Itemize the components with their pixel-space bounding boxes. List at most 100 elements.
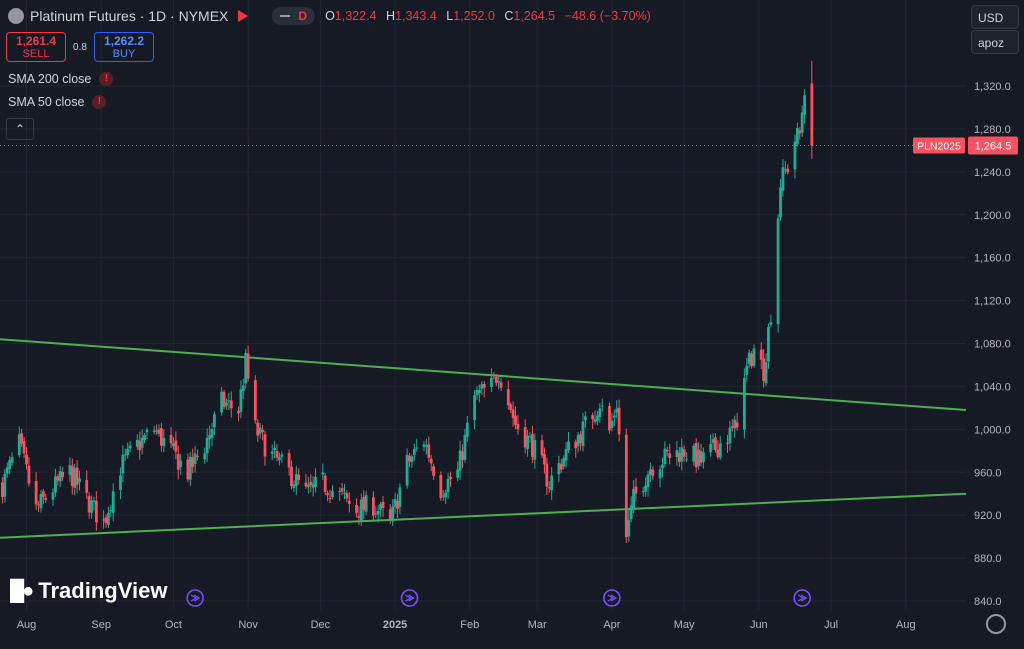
- collapse-legend-button[interactable]: ⌃: [6, 118, 34, 140]
- event-marker: [400, 589, 419, 607]
- price-tick-label: 880.0: [974, 553, 1002, 565]
- candle-body: [391, 506, 395, 522]
- visibility-icon: [280, 15, 291, 17]
- candle-body: [191, 457, 195, 468]
- candle-body: [326, 493, 330, 496]
- candle-body: [188, 456, 192, 480]
- price-tick-label: 920.0: [974, 510, 1002, 522]
- price-axis[interactable]: 840.0 880.0 920.0 960.0 1,000.0 1,040.0 1,080.…: [966, 0, 1024, 649]
- candle-body: [155, 430, 158, 432]
- candle-body: [574, 441, 578, 449]
- candle-body: [379, 503, 383, 510]
- currency-select[interactable]: USD: [971, 5, 1019, 29]
- candle-body: [364, 495, 368, 512]
- candle-body: [627, 519, 631, 537]
- indicator-sma50[interactable]: SMA 50 close!: [8, 95, 107, 109]
- candle-body: [273, 447, 277, 451]
- candle-body: [733, 419, 737, 429]
- trendline: [0, 492, 967, 539]
- candle-body: [102, 519, 105, 521]
- candle-body: [176, 454, 180, 470]
- candle-body: [17, 434, 21, 456]
- candle-body: [593, 419, 597, 422]
- price-change: −48.6 (−3.70%): [564, 9, 651, 23]
- candle-body: [347, 500, 351, 504]
- candle-body: [543, 454, 546, 465]
- flag-icon[interactable]: [238, 10, 249, 22]
- trendline: [0, 338, 967, 412]
- candle-body: [229, 400, 233, 409]
- candle-body: [422, 444, 426, 447]
- candle-body: [583, 416, 587, 421]
- candle-body: [776, 218, 780, 325]
- time-tick-label: 2025: [383, 619, 407, 631]
- symbol-title[interactable]: Platinum Futures · 1D · NYMEX: [30, 8, 229, 24]
- candle-body: [22, 441, 26, 454]
- candle-body: [239, 389, 243, 412]
- candle-body: [290, 466, 293, 487]
- candle-body: [728, 427, 732, 444]
- candle-body: [494, 376, 498, 383]
- candle-body: [186, 459, 190, 480]
- candle-body: [473, 395, 476, 420]
- indicator-sma200[interactable]: SMA 200 close!: [8, 72, 114, 86]
- trendlines[interactable]: [0, 338, 967, 539]
- buy-button[interactable]: 1,262.2 BUY: [94, 32, 154, 62]
- warning-icon[interactable]: !: [92, 95, 107, 109]
- sell-button[interactable]: 1,261.4 SELL: [6, 32, 66, 62]
- candle-body: [94, 500, 98, 523]
- time-tick-label: Oct: [165, 619, 182, 631]
- current-price-line: PLN2025 1,264.5: [0, 136, 1018, 155]
- warning-icon[interactable]: !: [99, 72, 114, 86]
- candle-body: [162, 437, 166, 447]
- candle-body: [624, 434, 628, 538]
- candle-body: [545, 463, 549, 487]
- candle-body: [143, 435, 146, 441]
- candle-body: [328, 498, 332, 500]
- candle-body: [547, 487, 551, 489]
- price-tick-label: 1,080.0: [974, 339, 1011, 351]
- candle-body: [463, 434, 467, 460]
- candle-body: [314, 476, 317, 487]
- candle-body: [533, 440, 537, 460]
- candle-body: [663, 448, 667, 465]
- forward-arrow-icon: [405, 594, 415, 602]
- candle-body: [530, 434, 534, 457]
- candle-body: [222, 392, 226, 408]
- candle-body: [449, 476, 452, 480]
- price-tick-label: 1,280.0: [974, 124, 1011, 136]
- candle-body: [123, 454, 127, 456]
- candle-body: [51, 492, 55, 500]
- candle-body: [174, 440, 178, 452]
- candle-body: [711, 439, 715, 443]
- tradingview-logo[interactable]: █● TradingView: [10, 578, 168, 603]
- candle-body: [665, 449, 669, 452]
- time-axis[interactable]: Aug Sep Oct Nov Dec 2025 Feb Mar Apr May Jun Jul Aug: [17, 619, 916, 631]
- candle-body: [323, 475, 327, 492]
- candle-body: [205, 437, 209, 454]
- interval-badge[interactable]: D: [272, 7, 316, 25]
- candle-body: [424, 445, 428, 447]
- candle-body: [225, 403, 228, 406]
- candle-body: [212, 414, 216, 428]
- grid-lines: [0, 0, 966, 610]
- ohlc-readout: O1,322.4 H1,343.4 L1,252.0 C1,264.5 −48.…: [325, 9, 651, 23]
- candle-body: [357, 516, 361, 518]
- settings-icon[interactable]: [986, 614, 1006, 634]
- candle-body: [135, 439, 139, 447]
- candle-body: [617, 407, 621, 435]
- candle-body: [179, 460, 183, 468]
- candle-body: [58, 471, 62, 482]
- candle-body: [244, 353, 248, 384]
- candle-body: [661, 464, 664, 469]
- candle-body: [677, 452, 681, 463]
- candle-body: [157, 429, 161, 434]
- candle-body: [196, 455, 199, 457]
- event-markers[interactable]: [186, 589, 811, 607]
- candle-body: [331, 491, 334, 498]
- scale-mode-select[interactable]: apoz: [971, 30, 1019, 54]
- candle-body: [39, 494, 43, 509]
- candle-body: [764, 362, 768, 383]
- candles: [1, 60, 814, 543]
